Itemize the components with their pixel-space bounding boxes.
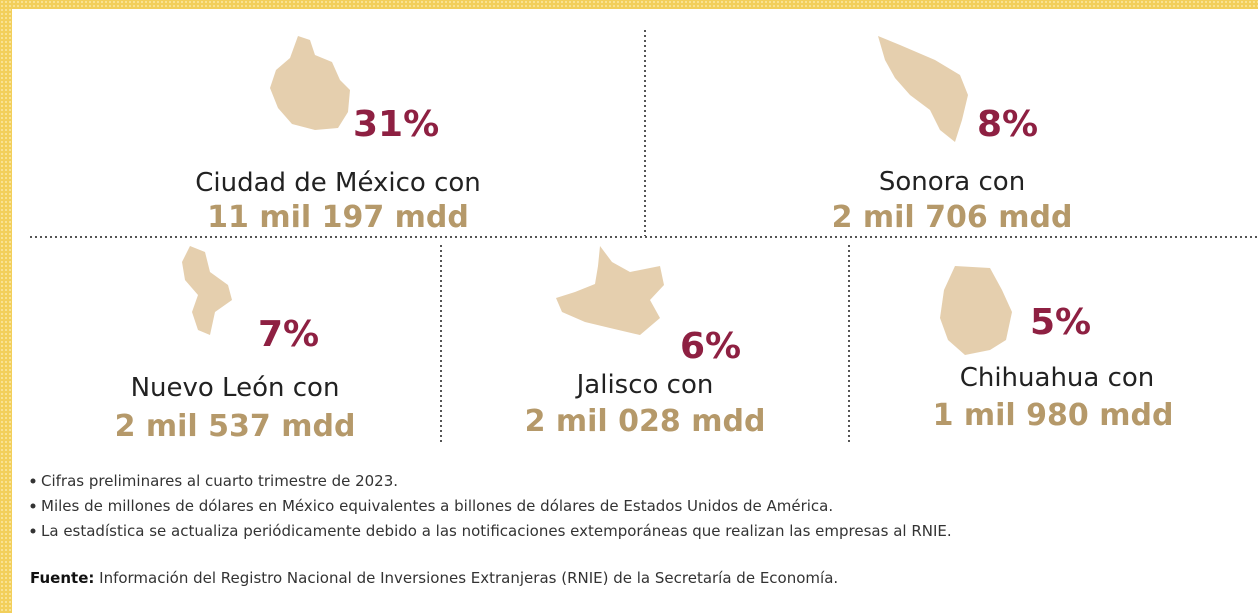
source: Fuente: Información del Registro Naciona…: [30, 569, 838, 587]
percent: 5%: [1030, 302, 1091, 343]
note: La estadística se actualiza periódicamen…: [41, 522, 952, 540]
bullet: [30, 528, 36, 534]
note: Miles de millones de dólares en México e…: [41, 497, 833, 515]
amount: 2 mil 537 mdd: [115, 409, 356, 444]
source-label: Fuente:: [30, 569, 94, 587]
state-name: Chihuahua con: [960, 363, 1155, 393]
bullet: [30, 503, 36, 509]
state-name: Sonora con: [879, 167, 1025, 197]
percent: 6%: [680, 326, 741, 367]
amount: 2 mil 706 mdd: [832, 200, 1073, 235]
state-name: Nuevo León con: [131, 373, 340, 403]
percent: 7%: [258, 314, 319, 355]
bullet: [30, 478, 36, 484]
amount: 1 mil 980 mdd: [933, 398, 1174, 433]
percent: 8%: [977, 104, 1038, 145]
state-name: Ciudad de México con: [195, 168, 481, 198]
map-jalisco: [556, 246, 664, 335]
percent: 31%: [353, 104, 439, 145]
note: Cifras preliminares al cuarto trimestre …: [41, 472, 398, 490]
amount: 11 mil 197 mdd: [207, 200, 469, 235]
map-nuevo-leon: [182, 246, 232, 335]
map-chihuahua: [940, 266, 1012, 355]
amount: 2 mil 028 mdd: [525, 404, 766, 439]
map-cdmx: [270, 36, 350, 130]
source-text: Información del Registro Nacional de Inv…: [94, 569, 838, 587]
state-name: Jalisco con: [575, 370, 714, 400]
map-sonora: [878, 36, 968, 142]
